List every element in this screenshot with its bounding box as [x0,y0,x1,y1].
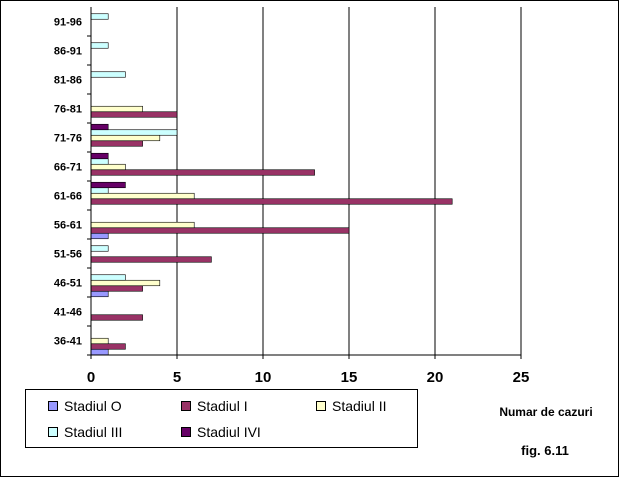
bar [90,134,161,142]
bar [90,279,161,287]
category-label: 66-71 [54,162,82,174]
legend-item-stadiul-ii: Stadiul II [316,398,386,414]
bar [90,290,109,298]
x-tick-label: 5 [173,369,181,386]
bar [90,158,109,165]
category-label: 36-41 [54,336,82,348]
legend-label: Stadiul I [197,398,248,414]
legend-item-stadiul-ivi: Stadiul IVI [181,424,261,440]
category-label: 86-91 [54,46,82,58]
bar [90,337,109,345]
bar [90,221,195,229]
bar [90,71,126,78]
x-tick-label: 0 [87,369,95,386]
x-axis-title: Numar de cazuri [499,405,593,419]
bar [90,140,143,147]
x-tick-labels: 0 5 10 15 20 25 [87,369,530,386]
bar [90,163,126,171]
legend-label: Stadiul II [332,398,387,414]
category-label: 61-66 [54,191,82,203]
bar [90,13,109,20]
bar [90,245,109,252]
legend-swatch [316,401,326,411]
category-label: 46-51 [54,278,82,290]
bar [90,42,109,49]
x-tick-label: 15 [341,369,358,386]
x-tick-label: 10 [255,369,272,386]
legend-swatch [181,401,191,411]
bar [90,285,143,292]
bar [90,232,109,240]
bar [90,187,109,194]
bar [90,314,143,321]
legend-swatch [181,427,191,437]
bar [90,274,126,281]
x-tick-label: 25 [513,369,530,386]
bar [90,152,109,160]
figure-note: fig. 6.11 [521,443,569,458]
category-label: 91-96 [54,17,82,29]
bar [90,105,143,113]
bar [90,348,109,356]
bar [90,192,195,200]
bar [90,227,350,234]
category-label: 56-61 [54,220,82,232]
legend-label: Stadiul IVI [197,424,261,440]
legend-label: Stadiul III [64,424,123,440]
bar [90,169,315,176]
bar [90,198,453,205]
legend-item-stadiul-o: Stadiul O [48,398,122,414]
bar [90,343,126,350]
legend: Stadiul O Stadiul I Stadiul II Stadiul I… [25,389,418,448]
bars [90,13,453,356]
category-label: 71-76 [54,133,82,145]
bar [90,111,178,118]
legend-swatch [48,427,58,437]
category-labels: 36-41 41-46 46-51 51-56 56-61 61-66 66-71 71-76… [54,17,82,348]
category-label: 76-81 [54,104,82,116]
grid-lines [176,7,522,355]
legend-item-stadiul-i: Stadiul I [181,398,248,414]
category-label: 41-46 [54,307,82,319]
bar [90,123,109,131]
bar [90,256,212,263]
x-tick-label: 20 [427,369,444,386]
category-label: 81-86 [54,75,82,87]
legend-swatch [48,401,58,411]
bar [90,129,178,136]
legend-item-stadiul-iii: Stadiul III [48,424,122,440]
category-label: 51-56 [54,249,82,261]
axes [87,7,522,359]
bar [90,181,126,189]
legend-label: Stadiul O [64,398,122,414]
